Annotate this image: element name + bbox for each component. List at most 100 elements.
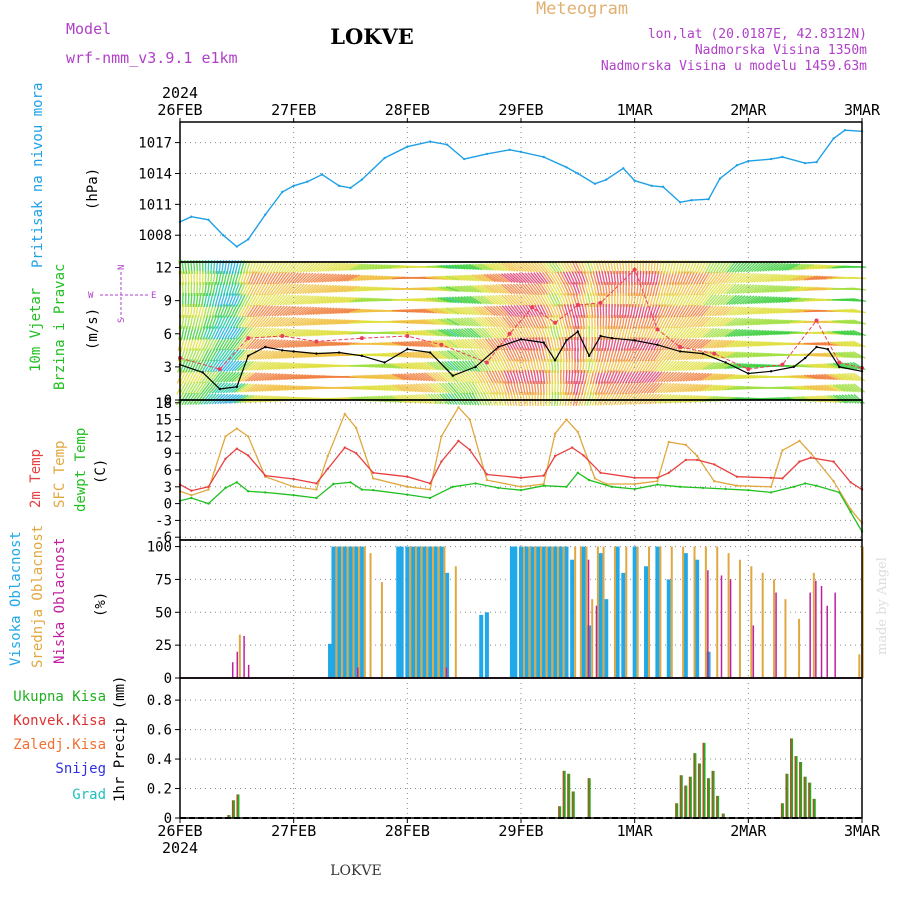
y-tick-label: 18 — [155, 396, 172, 412]
wind-barb — [724, 362, 739, 370]
wind-barb — [607, 336, 612, 352]
y-tick-label: 15 — [155, 413, 172, 429]
wind-barb — [287, 339, 301, 349]
wind-barb — [255, 271, 264, 285]
wind-barb — [242, 372, 255, 382]
pressure-line-point — [565, 166, 568, 169]
wind-barb — [654, 382, 666, 394]
wind-barb — [485, 370, 494, 384]
wind-barb — [477, 381, 486, 395]
cloud-high-bar — [337, 546, 342, 678]
y-tick-label: 0.6 — [147, 723, 172, 739]
wind-barb — [568, 282, 576, 296]
wind-barb — [463, 317, 476, 327]
wind-barb — [181, 381, 190, 395]
wind-barb — [544, 260, 555, 274]
wind-barb — [744, 340, 758, 348]
wind-barb — [263, 293, 273, 307]
wind-barb — [674, 371, 686, 383]
wind-barb — [274, 305, 285, 317]
wind-barb — [570, 314, 575, 330]
wind-barb — [509, 272, 521, 284]
wind-barb — [648, 326, 656, 340]
wind-barb — [490, 327, 501, 339]
wind-barb — [488, 359, 497, 373]
wind-barb — [424, 372, 437, 382]
wind-barb — [643, 315, 650, 329]
wind-barb — [679, 271, 687, 285]
wind-barb — [849, 319, 864, 325]
wind-barb — [417, 340, 432, 348]
wind-barb — [681, 315, 691, 329]
wind-barb — [652, 270, 657, 286]
wind-barb — [668, 371, 681, 383]
cloud-high-bar — [530, 546, 535, 678]
wind-barb — [792, 263, 807, 271]
wind-barb — [190, 359, 198, 373]
wind-barb — [192, 370, 202, 384]
wind-barb — [226, 349, 236, 361]
wind-barb — [380, 395, 395, 403]
wind-barb — [195, 393, 205, 405]
wind-barb — [471, 284, 485, 294]
wind-barb — [420, 319, 435, 325]
wind-barb — [469, 285, 482, 293]
wind-barb — [391, 352, 406, 358]
wind-barb — [753, 318, 767, 326]
wind-barb — [257, 305, 268, 317]
wind-speed-line-point — [553, 359, 557, 362]
wind-barb — [276, 316, 289, 328]
wind-barb — [482, 370, 492, 384]
wind-barb — [518, 261, 530, 273]
wind-barb — [340, 308, 355, 314]
y-tick-label: 1014 — [138, 166, 172, 182]
wind-barb — [534, 315, 542, 329]
wind-barb — [441, 371, 453, 383]
wind-barb — [411, 319, 426, 325]
wind-barb — [627, 392, 637, 406]
wind-barb — [733, 329, 747, 337]
wind-barb — [438, 350, 451, 360]
wind-barb — [838, 341, 852, 347]
y-tick-label: 25 — [155, 638, 172, 654]
wind-barb — [229, 315, 238, 329]
wind-barb — [469, 306, 482, 316]
wind-barb — [392, 373, 406, 381]
wind-barb — [265, 316, 277, 328]
wind-barb — [346, 274, 360, 282]
wind-barb — [269, 260, 278, 274]
wind-barb — [310, 295, 323, 305]
wind-barb — [518, 294, 529, 306]
wind-barb — [250, 361, 263, 371]
wind-barb — [716, 373, 730, 381]
dewpoint-line-point — [292, 494, 295, 497]
wind-barb — [638, 292, 643, 308]
wind-barb — [287, 351, 301, 359]
wind-barb — [190, 292, 193, 308]
wind-barb — [639, 348, 648, 362]
wind-barb — [198, 381, 208, 395]
cloud-low-title: Niska Oblacnost — [52, 538, 68, 664]
wind-barb — [694, 338, 706, 350]
wind-barb — [728, 294, 740, 306]
wind-barb — [667, 326, 677, 340]
compass-e: E — [151, 291, 156, 301]
pressure-line-point — [292, 184, 295, 188]
t2m-title: 2m Temp — [28, 449, 44, 508]
wind-barb — [534, 326, 542, 340]
wind-barb — [234, 360, 246, 372]
wind-barb — [453, 392, 464, 406]
wind-barb — [277, 271, 287, 285]
wind-barb — [652, 348, 662, 362]
dewpoint-line-point — [565, 485, 568, 488]
t2m-line-point — [372, 471, 375, 474]
wind-barb — [444, 382, 456, 394]
wind-barb — [497, 381, 505, 395]
wind-barb — [484, 305, 496, 317]
cloud-high-bar — [422, 546, 427, 678]
wind-barb — [636, 359, 645, 373]
wind-barb — [501, 316, 512, 328]
wind-barb — [770, 285, 784, 293]
wind-barb — [579, 347, 582, 363]
wind-barb — [182, 370, 190, 384]
